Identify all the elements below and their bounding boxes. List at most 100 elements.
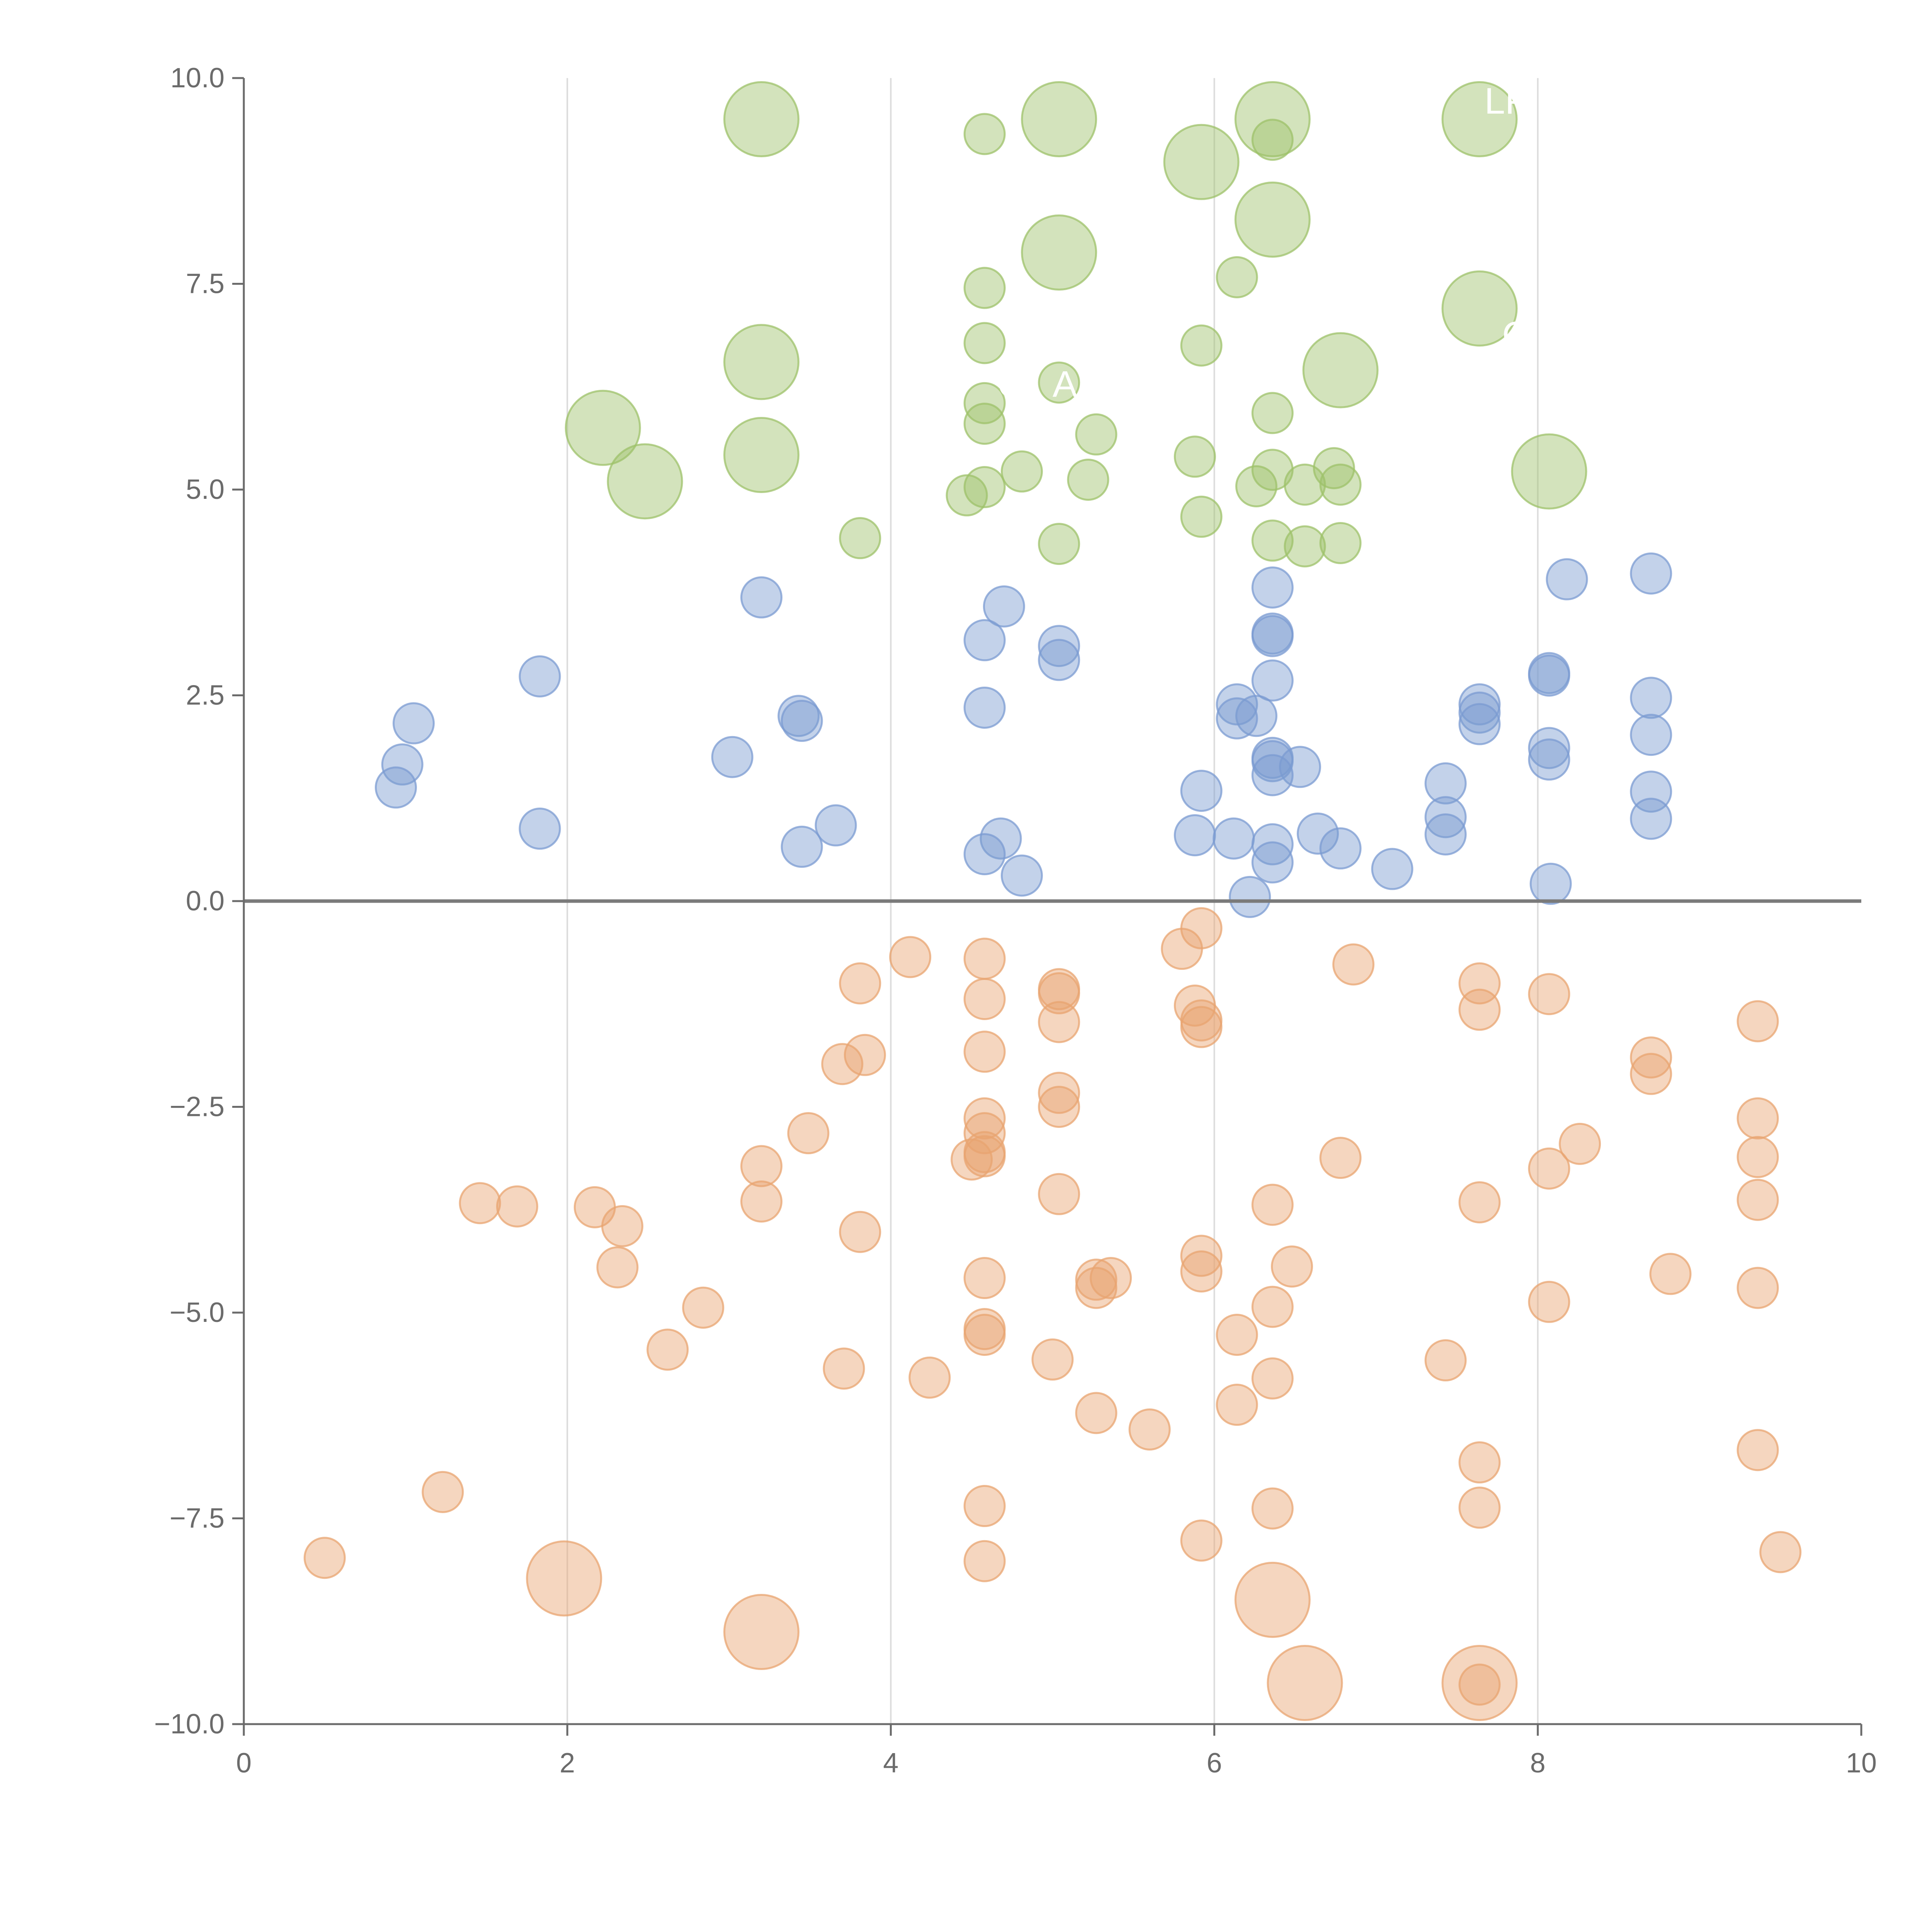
green-point-14 [723, 324, 800, 400]
orange-point-51 [963, 1257, 1006, 1299]
blue-point-9 [1038, 639, 1080, 681]
blue-point-46 [1213, 817, 1255, 860]
blue-point-11 [1528, 654, 1570, 697]
blue-point-29 [1251, 740, 1294, 782]
blue-point-54 [1529, 862, 1572, 905]
orange-point-5 [839, 962, 881, 1005]
orange-point-67 [1251, 1357, 1294, 1400]
blue-point-27 [711, 736, 753, 778]
green-point-13 [1180, 324, 1223, 367]
orange-point-4 [1332, 943, 1375, 986]
blue-point-14 [1630, 677, 1672, 719]
orange-point-70 [1128, 1408, 1171, 1451]
blue-point-36 [1180, 770, 1223, 812]
blue-point-43 [1173, 814, 1216, 857]
blue-point-8 [1038, 625, 1080, 667]
green-point-31 [1319, 463, 1362, 506]
orange-point-82 [1234, 1561, 1311, 1638]
green-point-2 [1021, 81, 1097, 157]
orange-point-15 [1038, 1001, 1080, 1043]
orange-point-26 [963, 1112, 1006, 1155]
blue-point-21 [1216, 697, 1258, 740]
point-label-1: O [1502, 314, 1531, 355]
green-point-12 [963, 322, 1006, 364]
orange-point-27 [787, 1112, 830, 1155]
orange-point-57 [682, 1286, 724, 1329]
orange-point-78 [1759, 1531, 1802, 1573]
orange-point-68 [1216, 1384, 1258, 1426]
point-label-3: O [998, 364, 1027, 405]
green-point-7 [1234, 181, 1311, 258]
blue-point-44 [1424, 813, 1467, 855]
blue-point-51 [1251, 841, 1294, 884]
orange-point-16 [1180, 1006, 1223, 1048]
orange-point-71 [1736, 1429, 1779, 1471]
orange-point-32 [1736, 1136, 1779, 1178]
blue-point-22 [781, 700, 823, 742]
green-point-35 [1180, 495, 1223, 538]
orange-point-35 [1528, 1147, 1570, 1190]
x-tick-label-0: 0 [236, 1748, 252, 1779]
orange-point-49 [1180, 1250, 1223, 1293]
blue-point-3 [740, 576, 783, 619]
green-point-16 [1038, 361, 1080, 404]
green-point-39 [1284, 525, 1326, 568]
blue-point-45 [980, 817, 1022, 860]
blue-point-38 [1424, 796, 1467, 838]
blue-point-49 [1319, 827, 1362, 870]
data-points [303, 81, 1802, 1721]
green-point-22 [723, 417, 800, 493]
orange-point-48 [596, 1246, 639, 1289]
y-tick-label-1: −7.5 [170, 1503, 224, 1534]
orange-point-18 [844, 1034, 886, 1076]
blue-point-35 [374, 766, 417, 809]
green-point-40 [1319, 522, 1362, 564]
blue-point-7 [963, 619, 1006, 662]
orange-point-65 [823, 1347, 865, 1390]
orange-point-3 [963, 937, 1006, 980]
orange-point-21 [1630, 1053, 1672, 1095]
orange-point-42 [496, 1185, 538, 1228]
orange-point-34 [740, 1145, 783, 1187]
blue-point-30 [1528, 738, 1570, 781]
blue-point-6 [1251, 615, 1294, 657]
orange-point-9 [1528, 973, 1570, 1015]
blue-point-52 [1371, 848, 1413, 890]
blue-point-26 [1528, 727, 1570, 769]
green-point-36 [839, 517, 881, 560]
green-point-34 [946, 474, 988, 517]
blue-point-16 [1216, 683, 1258, 726]
orange-point-46 [1180, 1235, 1223, 1277]
orange-point-37 [1736, 1179, 1779, 1221]
y-tick-label-2: −5.0 [170, 1297, 224, 1328]
orange-point-38 [740, 1180, 783, 1223]
y-tick-label-5: 2.5 [186, 680, 224, 711]
y-tick-label-8: 10.0 [170, 63, 224, 94]
blue-point-18 [1458, 691, 1501, 734]
orange-point-14 [1736, 1000, 1779, 1043]
orange-point-31 [1319, 1137, 1362, 1179]
orange-point-60 [963, 1314, 1006, 1356]
orange-point-8 [1038, 972, 1080, 1015]
green-point-5 [1441, 81, 1518, 157]
point-label-2: AL [1053, 364, 1098, 405]
green-point-11 [1441, 270, 1518, 347]
orange-point-73 [422, 1471, 464, 1513]
y-tick-label-3: −2.5 [170, 1092, 224, 1122]
green-point-30 [1284, 463, 1326, 506]
orange-point-76 [1251, 1487, 1294, 1530]
orange-point-2 [889, 936, 932, 978]
x-tick-label-4: 8 [1530, 1748, 1546, 1779]
x-tick-label-1: 2 [560, 1748, 575, 1779]
orange-point-86 [1458, 1663, 1501, 1706]
orange-point-40 [1458, 1181, 1501, 1224]
blue-point-40 [815, 804, 857, 847]
blue-point-2 [1251, 566, 1294, 609]
blue-point-4 [983, 585, 1025, 628]
blue-point-23 [393, 702, 435, 745]
blue-point-25 [1630, 714, 1672, 756]
blue-point-39 [1630, 798, 1672, 840]
orange-point-54 [1075, 1267, 1117, 1309]
green-point-20 [565, 389, 641, 466]
blue-point-48 [781, 825, 823, 868]
